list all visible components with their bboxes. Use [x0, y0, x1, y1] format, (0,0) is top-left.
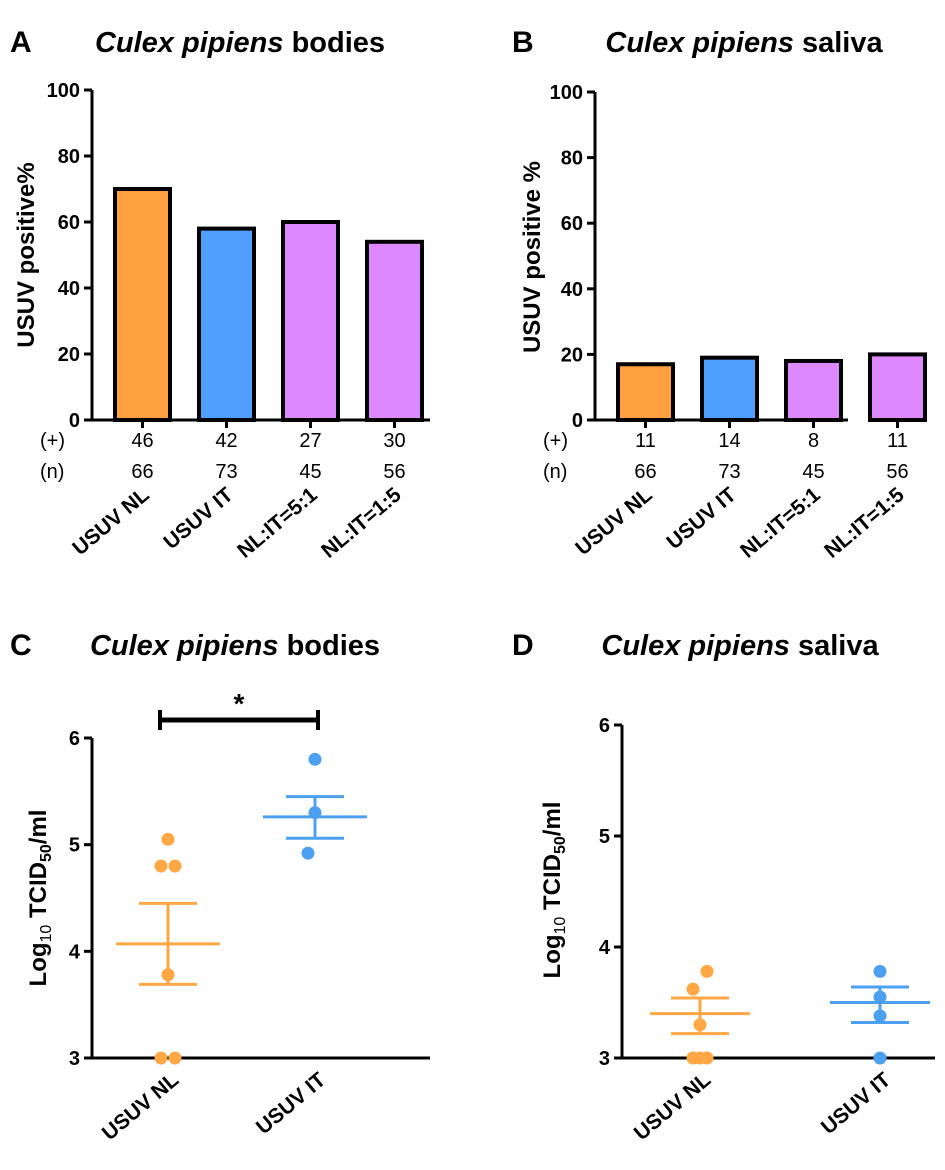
bar-a-3 [281, 220, 340, 422]
group-c-1 [116, 832, 220, 1065]
y-tick-label: 4 [69, 941, 81, 963]
positive-count: 11 [635, 430, 656, 452]
y-axis-c: 3 4 5 6 [69, 728, 94, 1070]
data-point [686, 982, 700, 996]
y-tick-label: 20 [58, 344, 80, 366]
data-point [873, 1051, 887, 1065]
y-tick-label: 60 [58, 212, 80, 234]
total-count: 45 [802, 461, 824, 483]
y-tick-label: 60 [561, 213, 583, 235]
total-count: 45 [299, 461, 321, 483]
data-point [700, 964, 714, 978]
y-tick-label: 20 [561, 344, 583, 366]
bar-b-1 [616, 362, 675, 422]
significance-bracket: * [158, 688, 320, 730]
significance-star: * [234, 688, 245, 719]
data-point [168, 859, 182, 873]
count-row-label-total: (n) [40, 461, 64, 483]
count-row-label-total: (n) [543, 461, 567, 483]
y-tick-label: 40 [58, 278, 80, 300]
x-category-label: USUV IT [159, 483, 237, 554]
y-axis-label-b: USUV positive % [519, 161, 546, 353]
group-d-2 [830, 964, 930, 1065]
panel-title-d: Culex pipiens saliva [601, 630, 879, 662]
y-axis-d: 3 4 5 6 [599, 715, 624, 1070]
y-tick-label: 3 [599, 1048, 610, 1070]
positive-count: 11 [887, 430, 908, 452]
total-count: 66 [634, 461, 656, 483]
y-tick-label: 100 [550, 82, 583, 104]
x-category-label: USUV NL [68, 483, 154, 560]
bar-b-4 [868, 352, 927, 422]
data-point [154, 1051, 168, 1065]
y-axis-label-d: Log10 TCID50/ml [539, 802, 569, 979]
data-point [301, 846, 315, 860]
y-tick-label: 4 [599, 937, 611, 959]
y-tick-label: 80 [561, 148, 583, 170]
count-row-label-positive: (+) [543, 430, 568, 452]
data-point [161, 832, 175, 846]
total-count: 73 [215, 461, 237, 483]
positive-count: 46 [131, 430, 153, 452]
y-tick-label: 6 [599, 715, 610, 737]
y-tick-label: 100 [47, 80, 80, 102]
x-category-label: USUV NL [571, 483, 657, 560]
data-point [168, 1051, 182, 1065]
x-category-label: NL:IT=5:1 [736, 483, 825, 563]
x-category-label: NL:IT=5:1 [233, 483, 322, 563]
x-category-label: USUV NL [630, 1068, 716, 1145]
total-count: 56 [383, 461, 405, 483]
bar-a-4 [365, 239, 424, 422]
panel-label-d: D [512, 629, 534, 662]
group-d-1 [650, 964, 750, 1065]
count-row-label-positive: (+) [40, 430, 65, 452]
total-count: 66 [131, 461, 153, 483]
positive-count: 14 [718, 430, 740, 452]
y-tick-label: 80 [58, 146, 80, 168]
y-tick-label: 0 [69, 410, 80, 432]
y-tick-label: 5 [599, 826, 610, 848]
x-category-label: USUV IT [817, 1068, 895, 1139]
panel-title-b: Culex pipiens saliva [605, 27, 883, 59]
x-category-label: USUV IT [662, 483, 740, 554]
y-tick-label: 40 [561, 279, 583, 301]
y-axis-label-a: USUV positive% [13, 162, 40, 347]
x-category-label: NL:IT=1:5 [820, 483, 909, 563]
x-category-label: NL:IT=1:5 [317, 483, 406, 563]
y-tick-label: 0 [572, 410, 583, 432]
y-tick-label: 5 [69, 835, 80, 857]
positive-count: 30 [383, 430, 405, 452]
panel-title-a: Culex pipiens bodies [95, 27, 385, 59]
data-point [700, 1051, 714, 1065]
data-point [873, 964, 887, 978]
bar-b-2 [700, 355, 759, 422]
positive-count: 27 [299, 430, 321, 452]
panel-title-c: Culex pipiens bodies [90, 630, 380, 662]
y-axis-b: 0 20 40 60 80 100 [550, 82, 597, 432]
y-tick-label: 3 [69, 1048, 80, 1070]
total-count: 56 [886, 461, 908, 483]
positive-count: 42 [215, 430, 237, 452]
positive-count: 8 [808, 430, 819, 452]
bar-b-3 [784, 358, 843, 422]
bar-a-2 [197, 226, 256, 422]
y-axis-a: 0 20 40 60 80 100 [47, 80, 94, 432]
group-c-2 [263, 752, 367, 860]
data-point [154, 859, 168, 873]
bar-a-1 [113, 187, 172, 422]
y-tick-label: 6 [69, 728, 80, 750]
y-axis-label-c: Log10 TCID50/ml [25, 810, 55, 987]
total-count: 73 [718, 461, 740, 483]
data-point [308, 752, 322, 766]
panel-label-c: C [10, 629, 32, 662]
panel-label-a: A [10, 26, 32, 59]
x-category-label: USUV NL [98, 1068, 184, 1145]
panel-label-b: B [512, 26, 534, 59]
x-category-label: USUV IT [252, 1068, 330, 1139]
